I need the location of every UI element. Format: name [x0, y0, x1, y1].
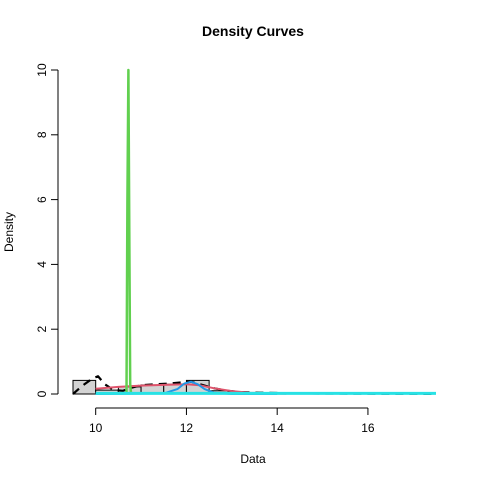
y-tick-label: 8	[35, 131, 49, 138]
y-tick-label: 0	[35, 390, 49, 397]
x-tick-label: 10	[89, 421, 103, 435]
y-tick-label: 4	[35, 261, 49, 268]
y-tick-label: 2	[35, 326, 49, 333]
chart-title: Density Curves	[202, 23, 304, 39]
y-tick-label: 10	[35, 63, 49, 77]
axes: 10 12 14 16 0 2 4 6 8 10	[35, 63, 375, 435]
x-axis-title: Data	[240, 452, 266, 466]
y-tick-label: 6	[35, 196, 49, 203]
y-axis-title: Density	[2, 212, 16, 252]
density-curves	[72, 68, 437, 396]
x-tick-label: 14	[271, 421, 285, 435]
x-tick-label: 16	[361, 421, 375, 435]
x-tick-label: 12	[180, 421, 194, 435]
histogram-bar	[72, 379, 97, 395]
density-curve	[125, 68, 133, 395]
